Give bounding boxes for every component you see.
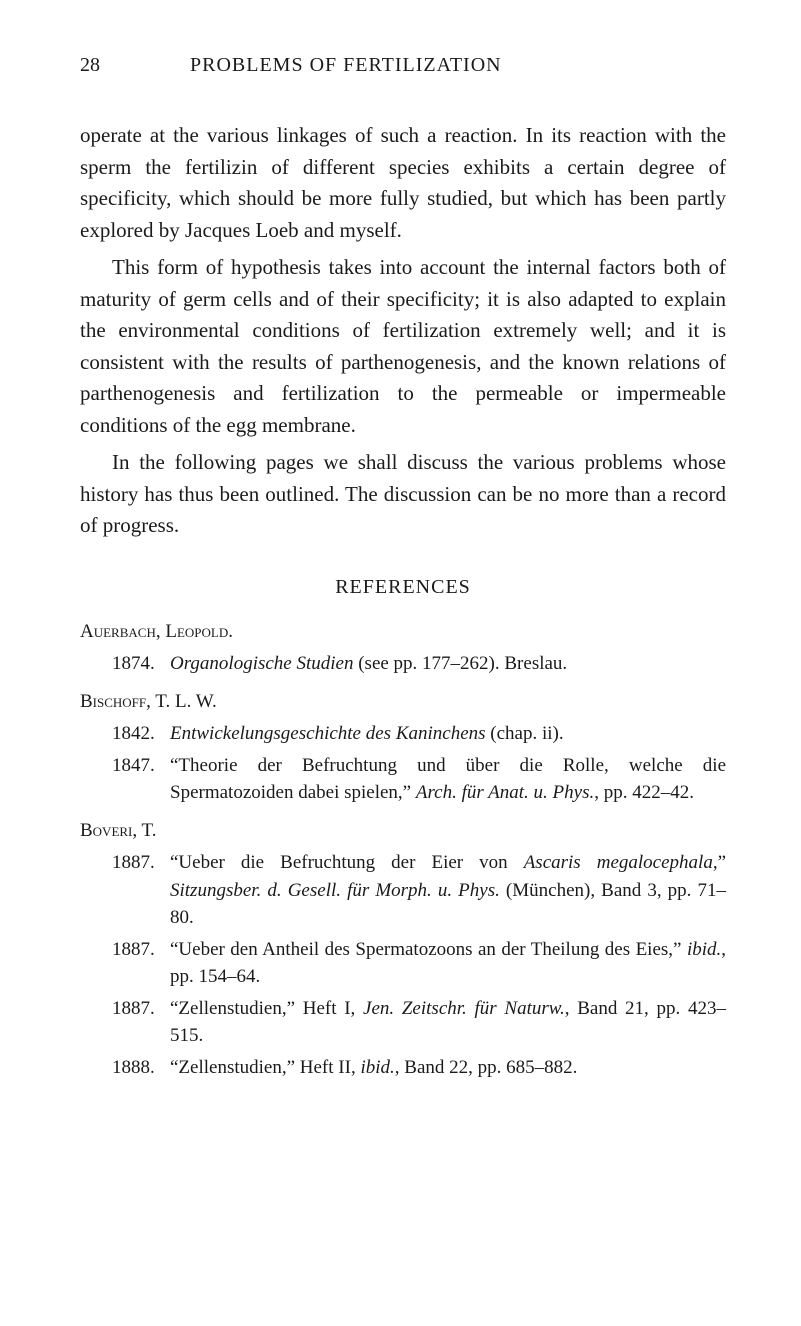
reference-year: 1888. <box>80 1054 160 1082</box>
page-number: 28 <box>80 50 100 80</box>
reference-year: 1874. <box>80 650 160 678</box>
citation-italic: ibid. <box>360 1057 394 1078</box>
body-paragraph-3: In the following pages we shall discuss … <box>80 447 726 542</box>
citation-text: “Zellenstudien,” Heft II, <box>170 1057 360 1078</box>
citation-italic: Organologische Studien <box>170 653 353 674</box>
citation-italic: ibid. <box>687 939 721 960</box>
reference-year: 1887. <box>80 936 160 991</box>
reference-entry: 1874. Organologische Studien (see pp. 17… <box>80 650 726 678</box>
citation-text: “Zellenstudien,” Heft I, <box>170 998 363 1019</box>
reference-entry: 1842. Entwickelungsgeschichte des Kaninc… <box>80 720 726 748</box>
citation-text: ,” <box>713 852 726 873</box>
reference-entry: 1847. “Theorie der Befruchtung und über … <box>80 752 726 807</box>
reference-year: 1887. <box>80 995 160 1050</box>
reference-citation: Entwickelungsgeschichte des Kaninchens (… <box>160 720 726 748</box>
author-name: Boveri, T. <box>80 817 726 846</box>
reference-citation: “Ueber den Antheil des Spermatozoons an … <box>160 936 726 991</box>
citation-text: , Band 22, pp. 685–882. <box>395 1057 578 1078</box>
author-name: Auerbach, Leopold. <box>80 618 726 647</box>
author-block-boveri: Boveri, T. 1887. “Ueber die Befruchtung … <box>80 817 726 1082</box>
citation-italic: Ascaris megalo­cephala <box>524 852 713 873</box>
citation-text: (see pp. 177–262). Breslau. <box>353 653 567 674</box>
reference-year: 1842. <box>80 720 160 748</box>
body-paragraph-1: operate at the various linkages of such … <box>80 120 726 246</box>
citation-italic: Sitzungsber. d. Gesell. für Morph. u. Ph… <box>170 880 500 901</box>
reference-entry: 1887. “Ueber den Antheil des Spermatozoo… <box>80 936 726 991</box>
citation-text: (chap. ii). <box>486 723 564 744</box>
reference-citation: “Ueber die Befruchtung der Eier von Asca… <box>160 849 726 932</box>
reference-year: 1887. <box>80 849 160 932</box>
page-header: 28 PROBLEMS OF FERTILIZATION <box>80 50 726 80</box>
citation-text: , pp. 422–42. <box>594 782 694 803</box>
citation-text: “Ueber die Befruchtung der Eier von <box>170 852 524 873</box>
citation-italic: Entwickelungsgeschichte des Kaninchens <box>170 723 486 744</box>
reference-citation: Organologische Studien (see pp. 177–262)… <box>160 650 726 678</box>
reference-entry: 1887. “Ueber die Befruchtung der Eier vo… <box>80 849 726 932</box>
citation-italic: Jen. Zeitschr. für Naturw. <box>363 998 565 1019</box>
reference-entry: 1888. “Zellenstudien,” Heft II, ibid., B… <box>80 1054 726 1082</box>
reference-citation: “Theorie der Befruchtung und über die Ro… <box>160 752 726 807</box>
chapter-title: PROBLEMS OF FERTILIZATION <box>190 50 502 80</box>
body-paragraph-2: This form of hypothesis takes into accou… <box>80 252 726 441</box>
references-title: REFERENCES <box>80 572 726 602</box>
citation-text: “Ueber den Antheil des Spermatozoons an … <box>170 939 687 960</box>
author-block-auerbach: Auerbach, Leopold. 1874. Organologische … <box>80 618 726 678</box>
author-name: Bischoff, T. L. W. <box>80 688 726 717</box>
reference-entry: 1887. “Zellenstudien,” Heft I, Jen. Zeit… <box>80 995 726 1050</box>
citation-italic: Arch. für Anat. u. Phys. <box>416 782 594 803</box>
reference-year: 1847. <box>80 752 160 807</box>
author-block-bischoff: Bischoff, T. L. W. 1842. Entwickelungsge… <box>80 688 726 807</box>
reference-citation: “Zellenstudien,” Heft II, ibid., Band 22… <box>160 1054 726 1082</box>
reference-citation: “Zellenstudien,” Heft I, Jen. Zeitschr. … <box>160 995 726 1050</box>
